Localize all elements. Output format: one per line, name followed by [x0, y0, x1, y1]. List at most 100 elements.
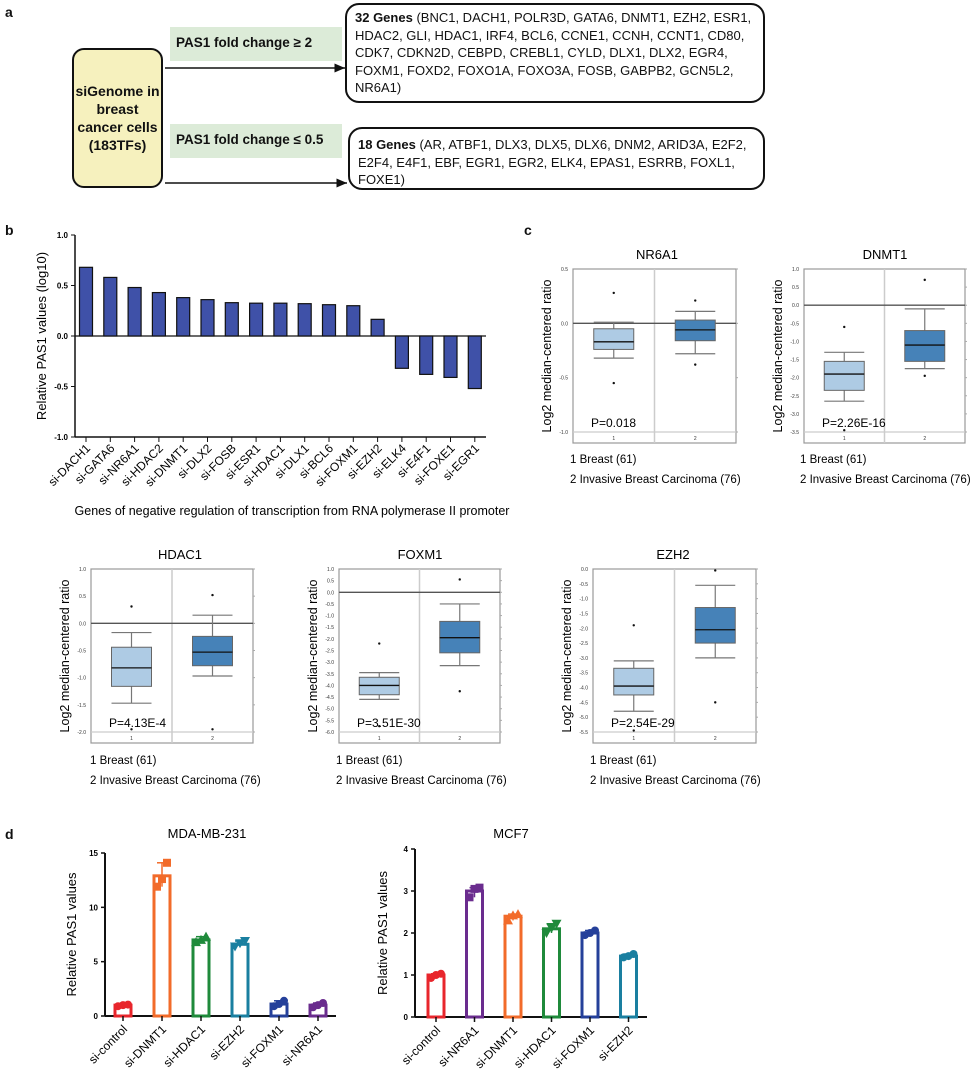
outlier-point — [612, 381, 615, 385]
y-tick-label: -2.5 — [579, 641, 588, 647]
b-bar — [443, 335, 458, 379]
b-bar — [224, 302, 239, 337]
y-tick-label: 5 — [94, 958, 99, 967]
y-tick-label: -6.0 — [325, 730, 334, 736]
panel-label-b: b — [5, 222, 14, 238]
outlier-point — [632, 624, 635, 627]
data-point — [240, 937, 250, 947]
y-tick-label: -1.0 — [579, 597, 588, 603]
p-value: P=2.54E-29 — [611, 716, 675, 730]
data-point — [230, 942, 240, 952]
data-point — [319, 998, 327, 1007]
x-tick-label: si-HDAC1 — [161, 1022, 209, 1070]
y-tick-label: -3.0 — [579, 656, 588, 662]
outlier-point — [714, 701, 717, 704]
legend-1: 1 Breast (61) — [590, 755, 657, 767]
boxplot-title: HDAC1 — [158, 547, 202, 562]
chart-c: NR6A1 0.5 0.0 -0.5 -1.0 Log2 median-centered … — [58, 247, 971, 787]
data-point — [551, 919, 562, 929]
outlier-point — [458, 690, 461, 693]
b-bar — [297, 303, 312, 337]
data-point — [465, 893, 474, 902]
b-y-tick-label: 1.0 — [57, 231, 69, 240]
source-text: siGenome in breast cancer cells (183TFs) — [75, 83, 160, 153]
data-point — [124, 1000, 132, 1009]
box — [111, 646, 152, 687]
y-tick-label: -1.0 — [559, 430, 568, 436]
legend-2: 2 Invasive Breast Carcinoma (76) — [90, 775, 261, 787]
outlier-point — [843, 325, 846, 329]
boxplot-ezh2: EZH2 0.0 -0.5 -1.0 -1.5 -2.0 -2.5 -3.0 -3.5 -4.0 -… — [560, 547, 761, 787]
y-tick-label: -5.5 — [325, 718, 334, 724]
legend-1: 1 Breast (61) — [800, 454, 867, 466]
y-tick-label: -5.5 — [579, 730, 588, 736]
data-point — [153, 882, 161, 891]
outlier-point — [694, 363, 697, 366]
source-box: siGenome in breast cancer cells (183TFs) — [72, 48, 163, 188]
p-value: P=3.51E-30 — [357, 716, 421, 730]
y-tick-label: -1.5 — [790, 358, 799, 364]
y-tick-label: -5.0 — [579, 715, 588, 721]
boxplot-foxm1: FOXM1 1.0 0.5 0.0 -0.5 -1.0 -1.5 -2.0 -2.5 -3.0 -3… — [306, 547, 507, 787]
y-tick-label: 0.0 — [581, 567, 588, 573]
data-point — [196, 934, 206, 944]
y-tick-label: -3.0 — [790, 412, 799, 418]
outlier-point — [211, 728, 214, 731]
y-tick-label: -1.0 — [325, 614, 334, 620]
data-point — [541, 929, 552, 938]
y-tick-label: 0.5 — [561, 267, 568, 273]
y-tick-label: 1.0 — [79, 567, 86, 573]
y-tick-label: -2.5 — [790, 394, 799, 400]
y-tick-label: -0.5 — [790, 321, 799, 327]
y-tick-label: 10 — [89, 903, 98, 912]
x-tick-label: si-FOXM1 — [549, 1023, 597, 1071]
y-tick-label: -3.5 — [325, 672, 334, 678]
y-axis-label: Relative PAS1 values — [375, 870, 390, 995]
group-label: 1 — [612, 436, 615, 442]
y-tick-label: 0.0 — [561, 321, 568, 327]
outlier-point — [843, 428, 846, 432]
legend-2: 2 Invasive Breast Carcinoma (76) — [590, 775, 761, 787]
y-tick-label: -2.0 — [325, 637, 334, 643]
outlier-point — [612, 291, 615, 295]
b-y-tick-label: 0.0 — [57, 332, 69, 341]
bar — [580, 931, 600, 1019]
b-bar — [176, 297, 191, 337]
y-tick-label: -4.0 — [325, 683, 334, 689]
y-tick-label: 0 — [94, 1012, 99, 1021]
bar — [230, 942, 250, 1018]
outlier-point — [923, 278, 926, 282]
y-tick-label: 2 — [404, 929, 409, 938]
boxplot-title: EZH2 — [656, 547, 689, 562]
y-tick-label: 0.5 — [79, 594, 86, 600]
b-bar — [78, 266, 94, 337]
y-tick-label: 0.0 — [79, 621, 86, 627]
boxplot-title: DNMT1 — [863, 247, 908, 262]
y-tick-label: -2.0 — [790, 376, 799, 382]
boxplot-title: NR6A1 — [636, 247, 678, 262]
b-y-axis-label: Relative PAS1 values (log10) — [34, 252, 49, 420]
outlier-point — [714, 569, 717, 572]
outlier-point — [458, 578, 461, 581]
data-point — [158, 875, 166, 884]
down-genes-list: (AR, ATBF1, DLX3, DLX5, DLX6, DNM2, ARID… — [358, 137, 747, 187]
y-tick-label: 1.0 — [792, 267, 799, 273]
box — [192, 635, 233, 667]
chart-title: MDA-MB-231 — [168, 826, 247, 841]
group-label: 2 — [714, 736, 717, 742]
b-bar — [249, 302, 264, 337]
box — [694, 607, 736, 644]
condition-up: PAS1 fold change ≥ 2 — [170, 27, 342, 61]
x-tick-label: si-DNMT1 — [121, 1022, 169, 1070]
panel-label-c: c — [524, 222, 532, 238]
y-tick-label: 15 — [89, 849, 98, 858]
boxplot-nr6a1: NR6A1 0.5 0.0 -0.5 -1.0 Log2 median-centered … — [540, 247, 741, 486]
y-tick-label: 0.0 — [792, 303, 799, 309]
b-bar — [419, 335, 434, 375]
data-point — [475, 883, 484, 892]
y-axis-label: Log2 median-centered ratio — [771, 280, 785, 433]
b-bar — [370, 318, 385, 337]
y-tick-label: 0.0 — [327, 590, 334, 596]
group-label: 2 — [694, 436, 697, 442]
y-tick-label: -3.5 — [790, 430, 799, 436]
